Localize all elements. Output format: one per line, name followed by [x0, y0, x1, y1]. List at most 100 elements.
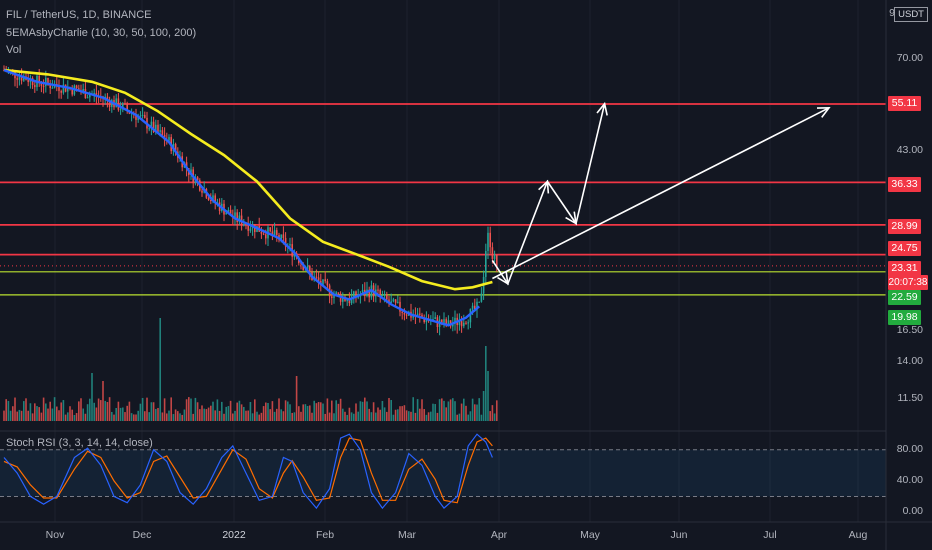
volume-bar: [12, 406, 14, 421]
projection-line: [492, 107, 830, 280]
candle-body: [185, 162, 188, 169]
candle-body: [493, 254, 496, 259]
candle-body: [210, 200, 212, 202]
symbol-legend[interactable]: FIL / TetherUS, 1D, BINANCE: [6, 9, 152, 21]
volume-bar: [218, 410, 221, 421]
candle-body: [51, 87, 54, 89]
candle-body: [304, 269, 307, 271]
candle-body: [159, 130, 161, 132]
price-tick: 43.00: [896, 143, 923, 156]
volume-bar: [265, 402, 267, 421]
arrow-head: [565, 211, 578, 226]
volume-bar: [399, 406, 401, 421]
candle-body: [141, 115, 144, 117]
volume-bar: [359, 401, 362, 421]
volume-bar: [170, 397, 172, 421]
volume-bar: [23, 401, 25, 421]
volume-bar: [89, 398, 91, 421]
candle-body: [280, 234, 282, 240]
volume-bar: [434, 404, 436, 421]
volume-bar: [157, 407, 159, 421]
arrow-head: [816, 106, 831, 118]
volume-bar: [348, 407, 351, 421]
stoch-k-line: [3, 433, 493, 510]
arrow-head: [538, 179, 550, 194]
candle-body: [108, 99, 111, 107]
candle-body: [106, 96, 109, 100]
stoch-rsi-legend[interactable]: Stoch RSI (3, 3, 14, 14, close): [6, 437, 153, 449]
candle-body: [236, 212, 238, 222]
ema-legend[interactable]: 5EMAsbyCharlie (10, 30, 50, 100, 200): [6, 27, 197, 39]
stoch-rsi-pane: [0, 433, 886, 510]
volume-bar: [56, 406, 58, 421]
volume-bar: [478, 398, 480, 421]
volume-bar: [482, 391, 485, 421]
candle-body: [157, 124, 159, 132]
candle-body: [276, 230, 278, 235]
candle-body: [337, 292, 340, 294]
candle-body: [423, 317, 425, 323]
volume-bar: [278, 398, 280, 421]
candle-body: [284, 237, 287, 247]
volume-bar: [331, 400, 333, 421]
volume-bar: [416, 399, 419, 421]
vol-legend[interactable]: Vol: [6, 44, 22, 56]
candle-body: [271, 231, 274, 236]
stoch-tick: 40.00: [896, 473, 923, 486]
volume-bar: [491, 405, 494, 421]
time-tick: Nov: [45, 529, 65, 541]
volume-bar: [179, 413, 181, 421]
volume-bar: [62, 400, 65, 421]
candle-body: [353, 291, 355, 297]
candle-body: [124, 103, 126, 105]
projection-arrows: [491, 101, 831, 286]
candle-body: [412, 315, 414, 318]
volume-bar: [315, 403, 318, 421]
volume-bar: [271, 401, 274, 421]
volume-bar: [229, 400, 232, 421]
volume-bar: [284, 400, 287, 421]
volume-bar: [260, 412, 263, 421]
volume-bar: [456, 414, 458, 421]
volume-bar: [82, 408, 84, 421]
currency-badge[interactable]: USDT: [894, 7, 928, 22]
volume-bar: [342, 408, 344, 421]
volume-bar: [69, 406, 71, 421]
time-tick: Apr: [490, 529, 508, 541]
stoch-band: [0, 449, 886, 497]
volume-bar: [388, 398, 390, 421]
volume-bar: [372, 402, 375, 421]
candle-body: [75, 85, 78, 89]
candle-body: [82, 88, 84, 92]
volume-bar: [493, 413, 496, 421]
stoch-d-line: [3, 437, 493, 504]
volume-bar: [425, 414, 428, 421]
volume-bar: [423, 409, 425, 421]
candle-body: [42, 85, 45, 87]
volume-bar: [447, 401, 450, 421]
volume-bar: [476, 404, 478, 421]
candle-body: [34, 85, 36, 88]
price-tag: 55.11: [888, 96, 921, 111]
volume-bar: [203, 408, 205, 421]
candle-body: [196, 177, 199, 181]
candle-body: [346, 300, 348, 302]
time-tick: Mar: [397, 529, 417, 541]
volume-bar: [243, 406, 245, 421]
volume-bar: [368, 408, 370, 421]
candle-body: [322, 279, 324, 286]
candle-body: [317, 277, 320, 281]
volume-bar: [188, 397, 190, 421]
volume-bar: [159, 318, 161, 421]
volume-bar: [311, 412, 313, 421]
volume-bar: [58, 410, 60, 421]
volume-bar: [293, 412, 296, 421]
candle-body: [445, 319, 447, 326]
volume-bar: [357, 411, 359, 421]
volume-bar: [174, 409, 177, 421]
volume-bar: [467, 414, 469, 421]
candle-body: [474, 305, 476, 310]
volume-bar: [108, 397, 111, 421]
price-tag: 24.75: [888, 241, 921, 256]
